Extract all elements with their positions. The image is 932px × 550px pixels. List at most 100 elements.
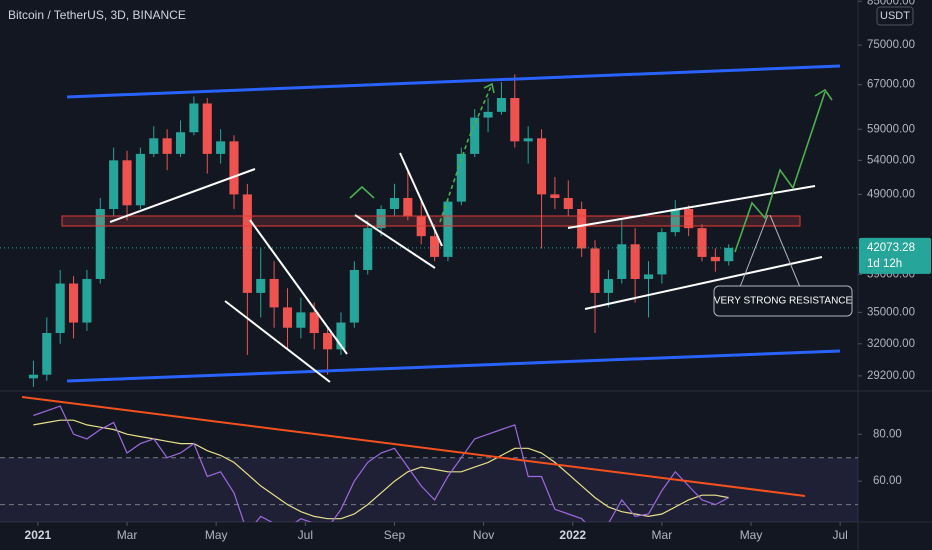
trendline — [109, 168, 256, 223]
candle-body — [523, 138, 533, 142]
last-price-label: 42073.28 — [867, 242, 915, 254]
rsi-trendline — [21, 396, 806, 497]
x-tick-label: May — [740, 528, 763, 542]
currency-label[interactable]: USDT — [880, 10, 910, 22]
candle-body — [109, 160, 119, 210]
candle-body — [363, 228, 373, 270]
projection-arrows — [349, 82, 833, 253]
candle-body — [68, 283, 79, 323]
candle-body — [643, 274, 654, 279]
y-tick-label: 75000.00 — [867, 39, 915, 51]
rsi-tick-label: 80.00 — [873, 428, 902, 440]
rsi-tick-label: 60.00 — [873, 475, 902, 487]
candle-body — [256, 278, 266, 293]
candle-body — [55, 283, 65, 334]
rsi-ma-line — [33, 419, 729, 520]
trendlines — [109, 152, 823, 383]
candle-body — [82, 278, 92, 323]
candle-body — [336, 322, 346, 350]
candle-body — [175, 132, 186, 154]
candle-body — [510, 98, 520, 142]
candle-body — [577, 209, 587, 249]
candle-body — [135, 153, 145, 206]
callout-line — [769, 214, 801, 288]
rsi-line — [33, 405, 729, 522]
arrow — [349, 185, 375, 199]
candle-body — [95, 209, 105, 279]
candle-body — [563, 197, 573, 210]
candle-body — [389, 197, 400, 210]
candle-body — [483, 111, 493, 118]
y-tick-label: 59000.00 — [867, 123, 915, 135]
candle-body — [724, 247, 734, 262]
candle-body — [697, 228, 707, 257]
candle-body — [456, 153, 466, 202]
candle-body — [309, 312, 319, 334]
rsi-band — [0, 457, 858, 522]
candle-body — [630, 244, 640, 279]
trendline — [399, 152, 443, 247]
arrow — [734, 91, 826, 253]
candle-body — [282, 307, 293, 328]
candle-body — [536, 138, 547, 195]
y-tick-label: 32000.00 — [867, 338, 915, 350]
candle-body — [403, 197, 413, 217]
candle-body — [28, 374, 38, 379]
candle-body — [162, 138, 172, 154]
callout-text: VERY STRONG RESISTANCE — [714, 296, 853, 307]
candle-body — [603, 278, 613, 293]
countdown-label: 1d 12h — [867, 258, 902, 270]
price-pane — [0, 74, 858, 387]
candle-body — [550, 194, 560, 198]
candle-body — [376, 209, 386, 229]
x-tick-label: Nov — [473, 528, 494, 542]
x-tick-label: Jul — [298, 528, 313, 542]
candle-body — [189, 103, 199, 133]
candle-body — [657, 232, 667, 275]
candle-body — [149, 138, 159, 154]
candle-body — [670, 209, 680, 233]
candle-body — [269, 278, 279, 308]
x-tick-label: Mar — [652, 528, 673, 542]
currency-box[interactable] — [876, 6, 914, 26]
y-tick-label: 29200.00 — [867, 370, 915, 382]
rsi-pane — [0, 405, 858, 522]
callout-box — [713, 285, 853, 317]
candle-body — [617, 244, 627, 279]
candle-body — [710, 256, 720, 262]
trendline — [224, 300, 331, 383]
candle-body — [202, 103, 212, 154]
candle-body — [296, 312, 306, 328]
candle-body — [430, 236, 440, 257]
candle-body — [590, 248, 600, 293]
candle-body — [229, 141, 239, 195]
arrowhead — [814, 88, 833, 101]
trendline — [249, 219, 348, 355]
channel-top — [66, 64, 841, 99]
x-tick-label: May — [205, 528, 228, 542]
callout: VERY STRONG RESISTANCE — [713, 214, 853, 317]
x-tick-label: 2022 — [559, 528, 586, 542]
y-tick-label: 35000.00 — [867, 306, 915, 318]
x-tick-label: Sep — [384, 528, 406, 542]
candle-body — [496, 98, 506, 112]
x-tick-label: Mar — [117, 528, 138, 542]
x-tick-label: Jul — [832, 528, 847, 542]
y-tick-label: 67000.00 — [867, 79, 915, 91]
candle-body — [443, 201, 453, 257]
chart-title: Bitcoin / TetherUS, 3D, BINANCE — [8, 8, 186, 22]
drawings: VERY STRONG RESISTANCE — [21, 64, 853, 497]
arrow — [439, 83, 493, 223]
trendline — [567, 185, 816, 229]
channel-bottom — [66, 349, 841, 383]
trendline — [354, 214, 436, 269]
candle-body — [323, 333, 333, 350]
trendline — [584, 256, 823, 310]
last-price-box — [859, 237, 931, 274]
candle-body — [122, 160, 132, 206]
y-tick-label: 49000.00 — [867, 188, 915, 200]
candle-body — [470, 117, 480, 154]
arrowhead — [483, 82, 495, 94]
